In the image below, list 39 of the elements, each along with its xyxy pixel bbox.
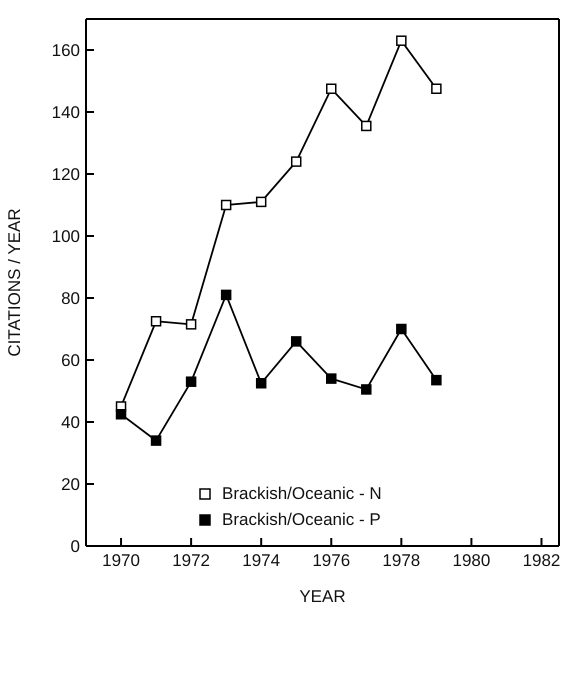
x-tick-label: 1982 bbox=[522, 551, 560, 570]
legend-label: Brackish/Oceanic - P bbox=[222, 510, 381, 530]
y-tick-label: 160 bbox=[52, 41, 80, 60]
x-tick-label: 1978 bbox=[382, 551, 420, 570]
point bbox=[220, 200, 232, 210]
x-tick-label: 1974 bbox=[242, 551, 280, 570]
y-tick-label: 40 bbox=[61, 413, 80, 432]
x-tick-label: 1980 bbox=[452, 551, 490, 570]
y-tick-label: 120 bbox=[52, 165, 80, 184]
point bbox=[290, 156, 302, 167]
point bbox=[186, 376, 196, 387]
point bbox=[361, 120, 372, 132]
point bbox=[396, 324, 407, 334]
x-axis-title: YEAR bbox=[299, 587, 346, 606]
y-tick-label: 80 bbox=[61, 289, 80, 308]
point bbox=[150, 435, 162, 446]
y-axis-title: CITATIONS / YEAR bbox=[5, 208, 24, 357]
x-tick-label: 1972 bbox=[172, 551, 210, 570]
y-tick-label: 140 bbox=[52, 103, 80, 122]
point bbox=[326, 373, 337, 384]
point bbox=[431, 374, 442, 386]
point bbox=[361, 384, 372, 395]
legend-label: Brackish/Oceanic - N bbox=[222, 484, 382, 504]
y-tick-label: 0 bbox=[70, 537, 80, 556]
y-tick-label: 100 bbox=[52, 227, 80, 246]
point bbox=[396, 35, 407, 46]
point bbox=[220, 290, 232, 300]
y-tick-label: 20 bbox=[61, 475, 80, 494]
point bbox=[150, 316, 162, 326]
point bbox=[431, 84, 442, 94]
point bbox=[256, 196, 266, 208]
point bbox=[116, 409, 126, 420]
point bbox=[290, 336, 302, 347]
point bbox=[326, 84, 337, 94]
point bbox=[186, 319, 196, 330]
x-tick-label: 1970 bbox=[102, 551, 140, 570]
x-tick-label: 1976 bbox=[312, 551, 350, 570]
point bbox=[256, 378, 266, 388]
y-tick-label: 60 bbox=[61, 351, 80, 370]
